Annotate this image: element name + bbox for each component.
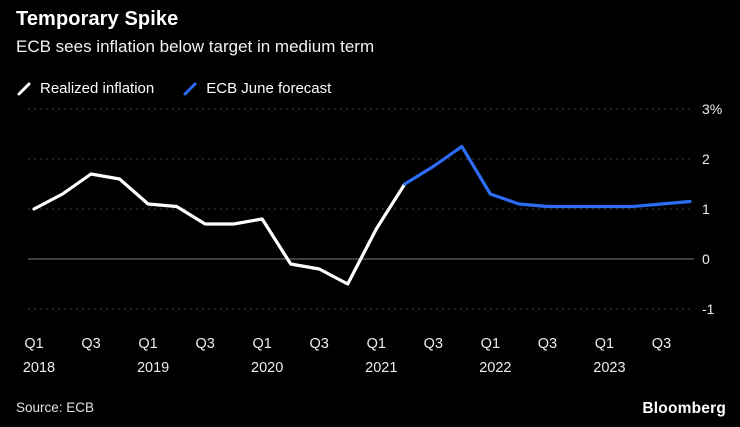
bloomberg-logo: Bloomberg <box>642 400 726 417</box>
x-axis-quarter-label: Q3 <box>424 336 443 352</box>
y-axis-label: 2 <box>702 151 710 167</box>
x-axis-quarter-label: Q3 <box>652 336 671 352</box>
ecb-forecast-line <box>403 144 692 209</box>
x-axis-year-label: 2023 <box>593 360 625 376</box>
x-axis-quarter-label: Q1 <box>367 336 386 352</box>
realized-inflation-line <box>32 172 407 286</box>
chart-subtitle: ECB sees inflation below target in mediu… <box>16 37 375 56</box>
legend-item-forecast: ECB June forecast <box>182 80 331 97</box>
x-axis-quarter-label: Q3 <box>310 336 329 352</box>
x-axis-quarter-label: Q1 <box>253 336 272 352</box>
x-axis-quarter-label: Q3 <box>81 336 100 352</box>
y-axis-label: 3% <box>702 101 722 117</box>
realized-line-swatch-icon <box>17 82 31 95</box>
x-axis-quarter-label: Q1 <box>481 336 500 352</box>
x-axis-quarter-label: Q1 <box>138 336 157 352</box>
forecast-line-swatch-icon <box>183 82 197 95</box>
inflation-line-chart: 3% 2 1 0 -1 Q1 2018 Q3 Q1 2019 Q3 Q1 2020 Q3 Q1 2021 Q3 Q… <box>23 101 722 376</box>
x-axis-year-label: 2019 <box>137 360 169 376</box>
x-axis-quarter-label: Q1 <box>595 336 614 352</box>
legend-label-forecast: ECB June forecast <box>206 80 332 97</box>
chart-title: Temporary Spike <box>16 8 179 30</box>
x-axis-quarter-label: Q3 <box>195 336 214 352</box>
y-axis-label: -1 <box>702 301 715 317</box>
x-axis-quarter-label: Q1 <box>24 336 43 352</box>
legend-item-realized: Realized inflation <box>16 80 154 97</box>
y-axis-label: 0 <box>702 251 710 267</box>
x-axis-year-label: 2022 <box>479 360 511 376</box>
y-axis-label: 1 <box>702 201 710 217</box>
chart-area: 3% 2 1 0 -1 Q1 2018 Q3 Q1 2019 Q3 Q1 2020 Q3 Q1 2021 Q3 Q… <box>0 100 740 382</box>
legend: Realized inflation ECB June forecast <box>16 80 331 97</box>
x-axis-year-label: 2020 <box>251 360 283 376</box>
x-axis-quarter-label: Q3 <box>538 336 557 352</box>
source-note: Source: ECB <box>16 400 95 415</box>
x-axis-year-label: 2018 <box>23 360 55 376</box>
legend-label-realized: Realized inflation <box>40 80 155 97</box>
x-axis-year-label: 2021 <box>365 360 397 376</box>
